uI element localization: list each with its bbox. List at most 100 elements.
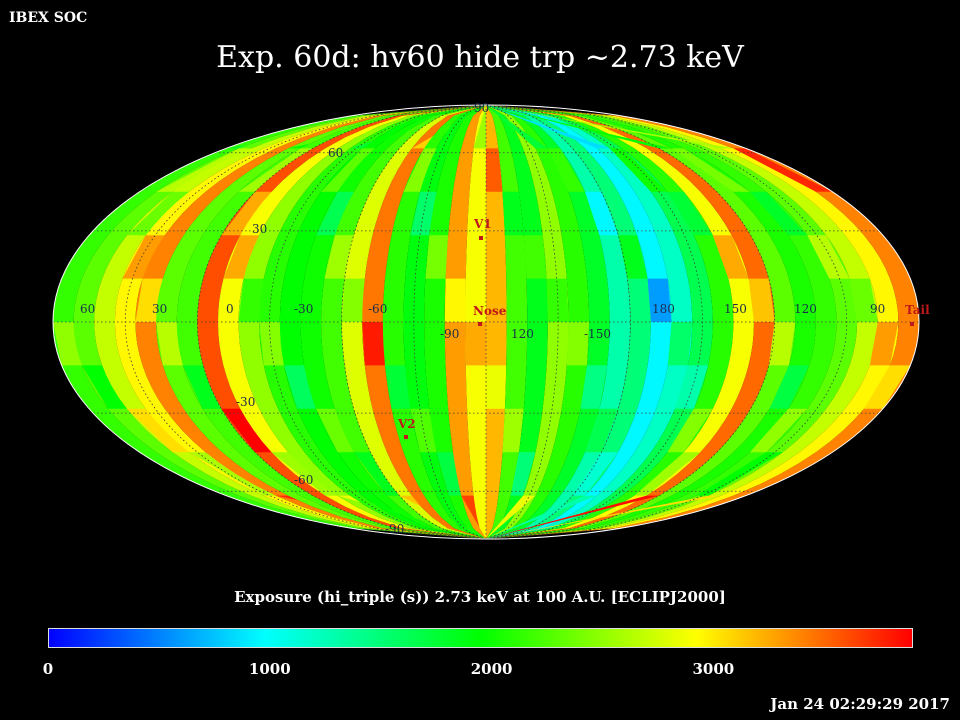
longitude-label: 150 bbox=[724, 302, 747, 316]
exposure-cell bbox=[122, 235, 165, 279]
exposure-cell bbox=[156, 322, 183, 366]
marker-point bbox=[910, 322, 914, 326]
exposure-cell bbox=[580, 365, 608, 409]
exposure-cell bbox=[288, 105, 486, 149]
marker-label: Tail bbox=[905, 303, 930, 317]
exposure-cell bbox=[221, 408, 272, 453]
exposure-cell bbox=[869, 322, 899, 366]
longitude-label: 180 bbox=[652, 302, 675, 316]
exposure-cell bbox=[321, 148, 375, 192]
exposure-cell bbox=[585, 408, 619, 453]
exposure-cell bbox=[510, 452, 536, 496]
exposure-cell bbox=[486, 148, 503, 192]
exposure-band bbox=[486, 105, 507, 539]
exposure-cell bbox=[486, 495, 660, 539]
graticule-labels: 60 30 0 -30 -60 -90 120 -150 180 150 120 90 90 60 30 -3… bbox=[80, 101, 885, 536]
latitude-label: -90 bbox=[385, 522, 404, 536]
exposure-cell bbox=[502, 191, 524, 236]
marker-label: V2 bbox=[397, 417, 416, 431]
exposure-cell bbox=[436, 452, 462, 496]
timestamp: Jan 24 02:29:29 2017 bbox=[770, 695, 950, 713]
exposure-cell bbox=[315, 408, 354, 453]
exposure-cell bbox=[748, 278, 775, 322]
exposure-cell bbox=[189, 452, 276, 496]
exposure-cell bbox=[609, 148, 668, 192]
exposure-cell bbox=[486, 105, 734, 149]
graticule-line bbox=[485, 105, 631, 539]
exposure-cell bbox=[546, 278, 569, 322]
exposure-cell bbox=[444, 278, 466, 322]
longitude-label: -30 bbox=[294, 302, 313, 316]
longitude-label: -90 bbox=[440, 327, 459, 341]
exposure-cell bbox=[354, 452, 400, 496]
longitude-label: -150 bbox=[584, 327, 611, 341]
exposure-cell bbox=[259, 322, 284, 366]
exposure-cell bbox=[238, 148, 313, 192]
exposure-cell bbox=[523, 235, 547, 279]
exposure-cell bbox=[486, 105, 610, 149]
exposure-cell bbox=[486, 495, 598, 539]
exposure-cell bbox=[362, 322, 385, 366]
exposure-cell bbox=[425, 235, 449, 279]
exposure-cell bbox=[486, 105, 672, 149]
exposure-cell bbox=[667, 191, 713, 236]
exposure-bands bbox=[53, 105, 919, 539]
exposure-cell bbox=[473, 105, 486, 149]
exposure-cell bbox=[566, 322, 590, 366]
exposure-cell bbox=[864, 365, 911, 409]
longitude-label: 0 bbox=[226, 302, 234, 316]
exposure-cell bbox=[585, 191, 619, 236]
exposure-cell bbox=[502, 408, 524, 453]
longitude-label: 120 bbox=[794, 302, 817, 316]
exposure-band bbox=[486, 105, 548, 539]
exposure-band bbox=[486, 105, 610, 539]
exposure-cell bbox=[547, 148, 585, 192]
colorbar-tick: 0 bbox=[42, 660, 54, 678]
exposure-cell bbox=[769, 365, 810, 409]
exposure-cell bbox=[315, 191, 354, 236]
exposure-cell bbox=[486, 495, 536, 539]
exposure-band bbox=[382, 105, 486, 539]
exposure-cell bbox=[221, 191, 272, 236]
exposure-cell bbox=[126, 191, 190, 236]
exposure-cell bbox=[183, 365, 222, 409]
markers: V1 Nose V2 Tail bbox=[397, 217, 930, 439]
exposure-cell bbox=[749, 408, 808, 453]
exposure-cell bbox=[572, 452, 618, 496]
graticule-line bbox=[341, 105, 487, 539]
marker-label: Nose bbox=[473, 304, 507, 318]
exposure-cell bbox=[634, 452, 701, 496]
colorbar-tick: 3000 bbox=[692, 660, 735, 678]
exposure-cell bbox=[403, 148, 437, 192]
exposure-cell bbox=[223, 235, 260, 279]
latitude-label: 90 bbox=[474, 101, 489, 115]
longitude-label: -60 bbox=[368, 302, 387, 316]
exposure-cell bbox=[618, 235, 648, 279]
exposure-cell bbox=[410, 408, 437, 453]
exposure-cell bbox=[768, 322, 796, 366]
exposure-cell bbox=[675, 365, 709, 409]
exposure-band bbox=[486, 105, 590, 539]
exposure-cell bbox=[341, 278, 365, 322]
exposure-cell bbox=[749, 191, 808, 236]
latitude-label: 60 bbox=[328, 146, 343, 160]
map-title: Exp. 60d: hv60 hide trp ~2.73 keV bbox=[216, 40, 744, 75]
exposure-cell bbox=[82, 365, 127, 409]
exposure-cell bbox=[465, 322, 486, 366]
graticule bbox=[53, 105, 919, 539]
longitude-label: 120 bbox=[511, 327, 534, 341]
colorbar-label: Exposure (hi_triple (s)) 2.73 keV at 100… bbox=[234, 588, 726, 606]
exposure-cell bbox=[271, 452, 338, 496]
exposure-cell bbox=[486, 365, 507, 409]
exposure-cell bbox=[671, 148, 750, 192]
colorbar-tick: 2000 bbox=[470, 660, 513, 678]
exposure-cell bbox=[807, 235, 850, 279]
exposure-cell bbox=[385, 365, 411, 409]
exposure-band bbox=[341, 105, 486, 539]
marker-label: V1 bbox=[473, 217, 492, 231]
graticule-line bbox=[485, 105, 848, 539]
exposure-cell bbox=[647, 278, 672, 322]
exposure-cell bbox=[238, 278, 264, 322]
map-border bbox=[52, 104, 920, 540]
